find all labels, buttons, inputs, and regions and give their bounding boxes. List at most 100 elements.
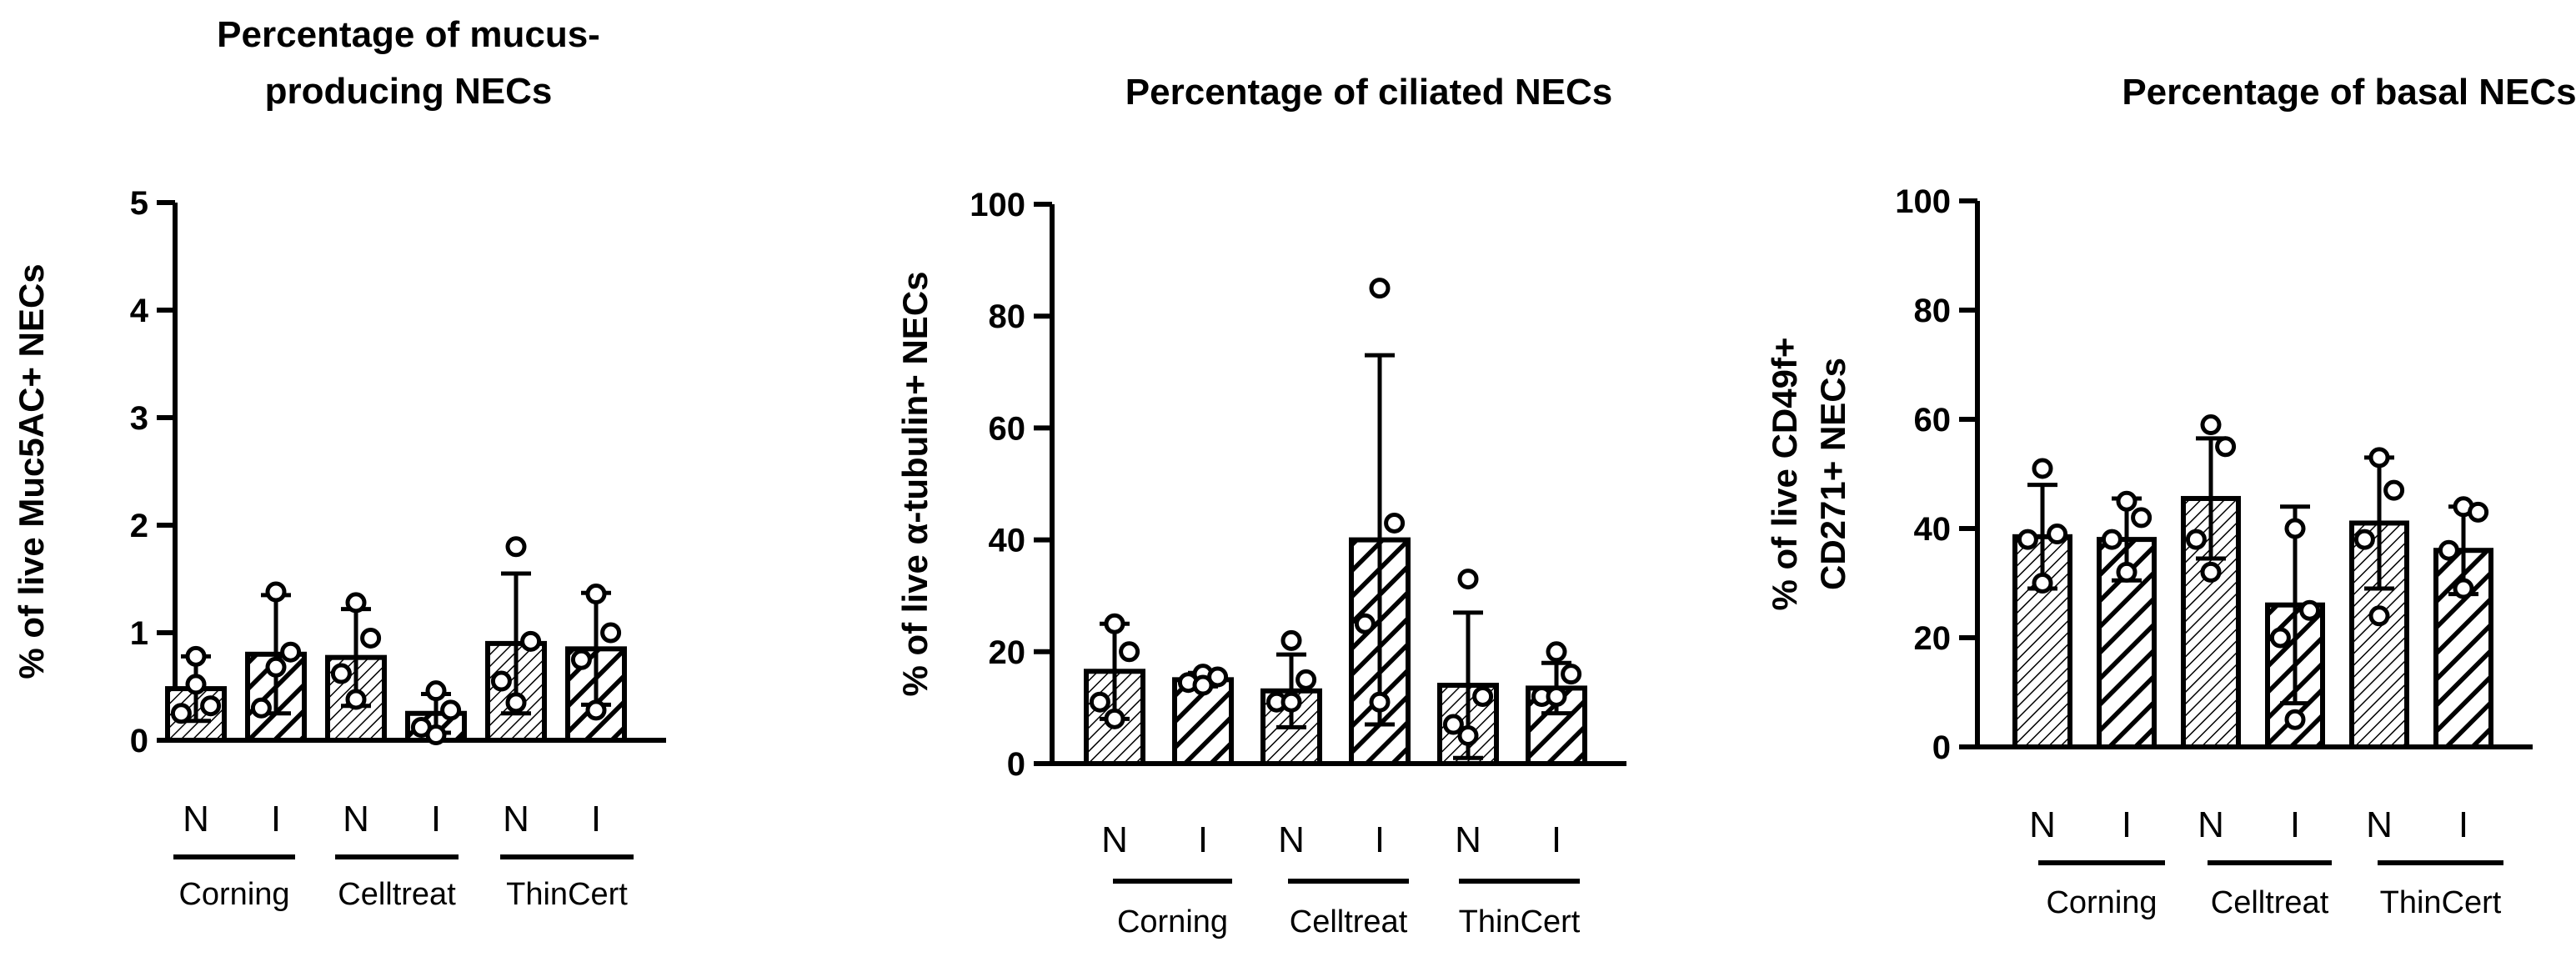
data-point xyxy=(2116,561,2137,583)
data-point xyxy=(1104,708,1125,729)
data-point xyxy=(600,622,622,644)
category-label: I xyxy=(591,799,601,839)
group-label: Celltreat xyxy=(1290,904,1408,939)
data-point xyxy=(1561,664,1582,685)
data-point xyxy=(2116,490,2137,512)
group-label: ThinCert xyxy=(1459,904,1581,939)
category-label: I xyxy=(1551,819,1561,860)
y-tick-label: 100 xyxy=(970,187,1025,223)
category-label: I xyxy=(431,799,441,839)
data-point xyxy=(1457,569,1479,590)
data-point xyxy=(280,641,302,663)
data-point xyxy=(2468,501,2489,523)
y-axis-label: % of live α-tubulin+ NECs xyxy=(895,271,935,696)
y-tick-label: 1 xyxy=(130,615,148,652)
data-point xyxy=(1546,641,1567,663)
data-point xyxy=(2131,507,2153,529)
category-label: N xyxy=(503,799,529,839)
y-tick-label: 80 xyxy=(1914,293,1952,329)
data-point xyxy=(505,536,527,558)
data-point xyxy=(2185,529,2207,550)
data-point xyxy=(2438,539,2459,561)
category-label: I xyxy=(2458,804,2468,845)
data-point xyxy=(185,645,207,667)
data-point xyxy=(570,649,592,670)
data-point xyxy=(185,674,207,695)
category-label: N xyxy=(2366,804,2393,845)
y-tick-label: 0 xyxy=(1932,729,1951,766)
data-point xyxy=(505,692,527,714)
category-label: I xyxy=(2290,804,2300,845)
data-point xyxy=(1546,685,1567,707)
category-label: N xyxy=(1101,819,1128,860)
data-point xyxy=(1192,674,1214,696)
data-point xyxy=(2368,447,2390,468)
data-point xyxy=(250,697,272,719)
bar xyxy=(2433,548,2493,750)
category-label: N xyxy=(183,799,209,839)
data-point xyxy=(440,699,462,721)
data-point xyxy=(1280,691,1302,713)
data-point xyxy=(1472,685,1494,707)
group-label: Corning xyxy=(1117,904,1228,939)
y-tick-label: 0 xyxy=(130,723,148,759)
data-point xyxy=(2284,709,2306,730)
data-point xyxy=(2353,529,2375,550)
y-axis-label: CD271+ NECs xyxy=(1813,358,1852,590)
data-point xyxy=(170,703,192,724)
group-label: Corning xyxy=(178,877,289,912)
data-point xyxy=(1296,669,1317,690)
bar xyxy=(2097,537,2157,749)
chart-title: Percentage of mucus- xyxy=(217,14,600,55)
group-label: Celltreat xyxy=(2211,885,2329,920)
data-point xyxy=(2453,578,2474,599)
category-label: I xyxy=(1198,819,1208,860)
data-point xyxy=(200,695,222,717)
y-tick-label: 3 xyxy=(130,400,148,437)
data-point xyxy=(1457,724,1479,746)
group-label: Celltreat xyxy=(338,877,456,912)
data-point xyxy=(425,680,447,702)
y-tick-label: 40 xyxy=(989,523,1026,559)
data-point xyxy=(1280,629,1302,651)
category-label: N xyxy=(1278,819,1305,860)
data-point xyxy=(1089,691,1110,713)
data-point xyxy=(2032,573,2053,594)
data-point xyxy=(360,627,382,649)
data-point xyxy=(490,670,512,692)
y-tick-label: 100 xyxy=(1895,183,1951,220)
data-point xyxy=(2017,529,2038,550)
data-point xyxy=(2383,479,2405,501)
category-label: N xyxy=(1455,819,1481,860)
y-tick-label: 2 xyxy=(130,508,148,544)
data-point xyxy=(2200,561,2222,583)
data-point xyxy=(2032,458,2053,479)
chart-title: Percentage of basal NECs xyxy=(2122,72,2576,113)
category-label: I xyxy=(271,799,281,839)
data-point xyxy=(2299,599,2321,621)
group-label: ThinCert xyxy=(506,877,628,912)
category-label: N xyxy=(343,799,369,839)
y-tick-label: 20 xyxy=(989,634,1026,671)
y-tick-label: 40 xyxy=(1914,511,1952,548)
y-tick-label: 5 xyxy=(130,185,148,222)
data-point xyxy=(265,581,287,603)
data-point xyxy=(425,724,447,746)
group-label: ThinCert xyxy=(2380,885,2502,920)
category-label: N xyxy=(2029,804,2056,845)
y-tick-label: 20 xyxy=(1914,620,1952,657)
data-point xyxy=(265,656,287,678)
data-point xyxy=(1384,512,1406,534)
chart-title: Percentage of ciliated NECs xyxy=(1125,72,1612,113)
data-point xyxy=(1354,613,1376,634)
chart-title: producing NECs xyxy=(265,71,553,112)
group-label: Corning xyxy=(2046,885,2157,920)
data-point xyxy=(1207,666,1229,688)
data-point xyxy=(345,592,367,614)
data-point xyxy=(2269,627,2291,649)
data-point xyxy=(2200,414,2222,436)
data-point xyxy=(1104,613,1125,634)
data-point xyxy=(2368,605,2390,627)
y-axis-label: % of live Muc5AC+ NECs xyxy=(12,263,51,679)
